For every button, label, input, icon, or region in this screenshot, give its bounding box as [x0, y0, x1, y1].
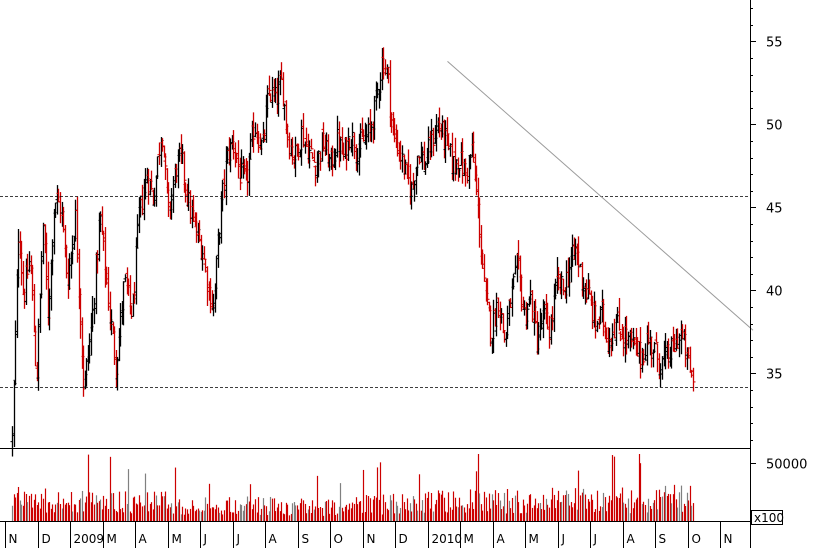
price-bars: [10, 47, 696, 457]
month-label: J: [203, 532, 208, 546]
month-label: N: [367, 532, 376, 546]
trendline: [447, 61, 754, 331]
price-bar: [457, 168, 462, 178]
price-bar: [511, 273, 516, 290]
price-bar: [641, 349, 646, 366]
volume-bars: [11, 454, 695, 521]
month-label: D: [42, 532, 51, 546]
month-label: N: [9, 532, 18, 546]
month-label: D: [399, 532, 408, 546]
month-label: M: [107, 532, 117, 546]
month-label: M: [464, 532, 474, 546]
price-bar: [109, 309, 114, 336]
month-label: A: [497, 532, 506, 546]
price-bar: [618, 331, 623, 342]
month-label: O: [692, 532, 701, 546]
price-bar: [251, 112, 256, 153]
price-bar: [346, 127, 351, 162]
month-label: M: [529, 532, 539, 546]
price-bar: [312, 149, 317, 163]
support-resistance-lines: [0, 196, 750, 388]
price-tick-label: 50: [766, 119, 783, 134]
volume-unit-box: [751, 510, 783, 525]
price-bar: [617, 297, 622, 331]
trendline-segment: [447, 61, 754, 331]
month-label: M: [172, 532, 182, 546]
price-bar: [400, 145, 405, 173]
volume-tick-label: 50000: [766, 458, 807, 473]
price-tick-label: 55: [766, 36, 783, 51]
month-label: O: [334, 532, 343, 546]
month-label: 2010: [432, 532, 463, 546]
price-bar: [307, 140, 312, 169]
price-bar: [149, 170, 154, 190]
price-bar: [121, 281, 126, 326]
volume-axis: 50000 x100: [750, 458, 807, 525]
price-bar: [485, 278, 490, 306]
month-label: S: [302, 532, 310, 546]
price-bar: [316, 150, 321, 178]
price-bar: [603, 321, 608, 340]
month-label: A: [269, 532, 278, 546]
time-axis: N D 2009 M A M J J A S O N D 2010 M A M J J A S O N: [5, 521, 733, 548]
price-bar: [525, 302, 530, 330]
month-label: 2009: [74, 532, 105, 546]
month-label: J: [561, 532, 566, 546]
price-bar: [559, 271, 564, 300]
month-label: A: [139, 532, 148, 546]
chart-frame: [0, 0, 751, 548]
month-label: N: [724, 532, 733, 546]
volume-unit-label: x100: [754, 511, 784, 525]
month-label: S: [659, 532, 667, 546]
price-bar: [482, 254, 487, 282]
price-bar: [163, 153, 168, 180]
price-bar: [445, 117, 450, 146]
price-bar: [25, 253, 30, 279]
price-bar: [182, 151, 187, 193]
month-label: J: [236, 532, 241, 546]
price-bar: [350, 122, 355, 157]
price-bar: [688, 346, 693, 373]
price-bar: [128, 275, 133, 315]
price-bar: [238, 157, 243, 191]
month-label: A: [627, 532, 636, 546]
price-bar: [431, 127, 436, 157]
price-bar: [415, 155, 420, 177]
price-axis: 35 40 45 50 55: [750, 8, 783, 441]
price-bar: [631, 327, 636, 350]
price-tick-label: 35: [766, 368, 783, 383]
price-tick-label: 45: [766, 202, 783, 217]
month-label: J: [593, 532, 598, 546]
price-bar: [691, 367, 696, 392]
price-bar: [309, 138, 314, 150]
price-tick-label: 40: [766, 285, 783, 300]
price-bar: [654, 332, 659, 343]
price-bar: [267, 75, 272, 96]
